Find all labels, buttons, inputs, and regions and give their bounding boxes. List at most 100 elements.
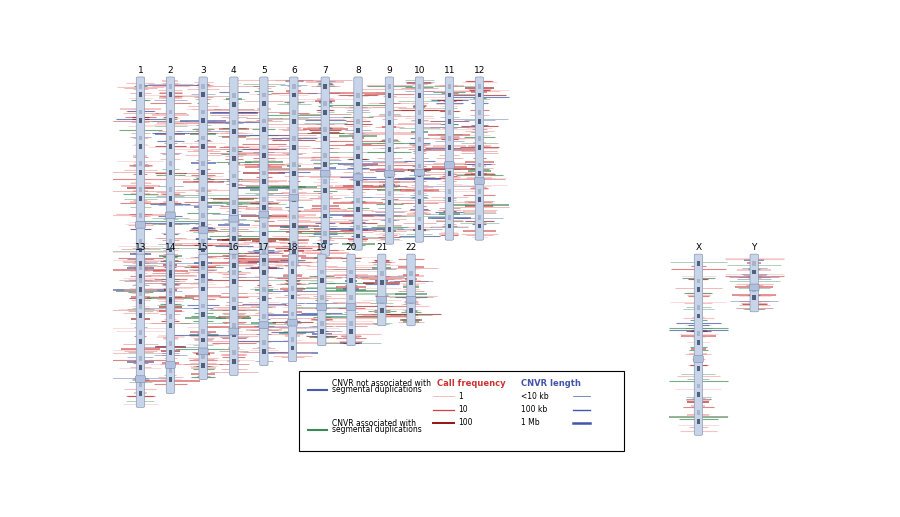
Bar bbox=[356, 145, 360, 150]
Bar bbox=[320, 295, 324, 300]
Bar bbox=[232, 323, 236, 328]
Text: 17: 17 bbox=[258, 243, 270, 252]
Bar bbox=[232, 306, 236, 310]
Bar bbox=[752, 261, 756, 266]
Bar bbox=[323, 101, 327, 106]
Bar bbox=[697, 357, 700, 362]
Text: 21: 21 bbox=[376, 243, 387, 252]
Bar bbox=[202, 170, 205, 175]
Bar bbox=[202, 261, 205, 266]
Bar bbox=[447, 189, 451, 193]
Bar bbox=[478, 110, 482, 115]
FancyBboxPatch shape bbox=[260, 77, 268, 274]
Bar bbox=[168, 222, 172, 226]
Bar bbox=[292, 223, 296, 228]
Bar bbox=[752, 287, 756, 292]
Bar bbox=[418, 119, 421, 124]
Bar bbox=[697, 305, 700, 310]
Bar bbox=[410, 280, 413, 285]
Bar bbox=[202, 144, 205, 149]
Bar bbox=[139, 261, 142, 266]
FancyBboxPatch shape bbox=[230, 77, 238, 280]
Bar bbox=[418, 217, 421, 221]
Bar bbox=[356, 101, 360, 107]
Bar bbox=[232, 350, 236, 355]
Bar bbox=[356, 207, 360, 212]
Bar bbox=[139, 330, 142, 335]
FancyBboxPatch shape bbox=[289, 194, 299, 201]
Bar bbox=[418, 111, 421, 115]
Bar bbox=[388, 174, 392, 178]
Bar bbox=[168, 270, 172, 275]
Bar bbox=[320, 329, 324, 334]
FancyBboxPatch shape bbox=[384, 171, 394, 177]
Bar bbox=[447, 162, 451, 168]
Bar bbox=[262, 270, 266, 275]
Bar bbox=[139, 391, 142, 396]
Bar bbox=[232, 263, 236, 268]
Bar bbox=[139, 299, 142, 304]
Bar bbox=[232, 270, 236, 275]
Bar bbox=[349, 295, 353, 300]
Bar bbox=[168, 368, 172, 373]
Bar bbox=[139, 135, 142, 140]
Bar bbox=[232, 254, 236, 259]
Bar bbox=[697, 384, 700, 388]
Text: 13: 13 bbox=[135, 243, 146, 252]
FancyBboxPatch shape bbox=[136, 254, 145, 407]
Bar bbox=[292, 119, 296, 124]
Bar bbox=[168, 239, 172, 244]
FancyBboxPatch shape bbox=[750, 254, 759, 312]
Text: 5: 5 bbox=[261, 66, 266, 75]
Bar bbox=[447, 224, 451, 229]
Bar bbox=[356, 154, 360, 159]
Bar bbox=[139, 222, 142, 226]
FancyBboxPatch shape bbox=[406, 296, 416, 303]
Bar bbox=[292, 171, 296, 176]
Text: 2: 2 bbox=[167, 66, 173, 75]
Text: 18: 18 bbox=[287, 243, 298, 252]
Bar bbox=[478, 189, 482, 193]
FancyBboxPatch shape bbox=[474, 178, 484, 185]
Bar bbox=[323, 162, 327, 166]
Bar bbox=[323, 214, 327, 219]
Bar bbox=[323, 127, 327, 132]
FancyBboxPatch shape bbox=[694, 356, 703, 362]
Bar bbox=[292, 110, 296, 115]
Bar bbox=[232, 297, 236, 301]
Bar bbox=[380, 271, 383, 276]
FancyBboxPatch shape bbox=[166, 212, 176, 219]
Bar bbox=[202, 118, 205, 123]
Bar bbox=[320, 304, 324, 309]
Bar bbox=[447, 84, 451, 89]
Bar bbox=[232, 236, 236, 241]
Bar bbox=[697, 279, 700, 283]
Bar bbox=[291, 345, 294, 350]
Bar bbox=[292, 84, 296, 89]
Bar bbox=[292, 162, 296, 167]
Text: 22: 22 bbox=[405, 243, 417, 252]
Text: 100 kb: 100 kb bbox=[520, 405, 547, 414]
FancyBboxPatch shape bbox=[230, 254, 238, 375]
Bar bbox=[168, 93, 172, 97]
Bar bbox=[262, 223, 266, 227]
Bar bbox=[168, 323, 172, 328]
Text: 20: 20 bbox=[346, 243, 356, 252]
Bar bbox=[139, 110, 142, 114]
Bar bbox=[388, 227, 392, 232]
Bar bbox=[168, 144, 172, 149]
FancyBboxPatch shape bbox=[288, 254, 297, 361]
Text: Call frequency: Call frequency bbox=[436, 379, 506, 388]
FancyBboxPatch shape bbox=[475, 77, 483, 240]
FancyBboxPatch shape bbox=[385, 77, 393, 244]
Bar bbox=[202, 187, 205, 192]
Bar bbox=[356, 119, 360, 124]
FancyBboxPatch shape bbox=[446, 77, 454, 240]
Bar bbox=[139, 382, 142, 387]
FancyBboxPatch shape bbox=[198, 348, 208, 355]
Bar bbox=[232, 209, 236, 215]
Text: 12: 12 bbox=[473, 66, 485, 75]
Bar bbox=[291, 295, 294, 299]
Bar bbox=[292, 189, 296, 193]
Bar bbox=[139, 84, 142, 88]
